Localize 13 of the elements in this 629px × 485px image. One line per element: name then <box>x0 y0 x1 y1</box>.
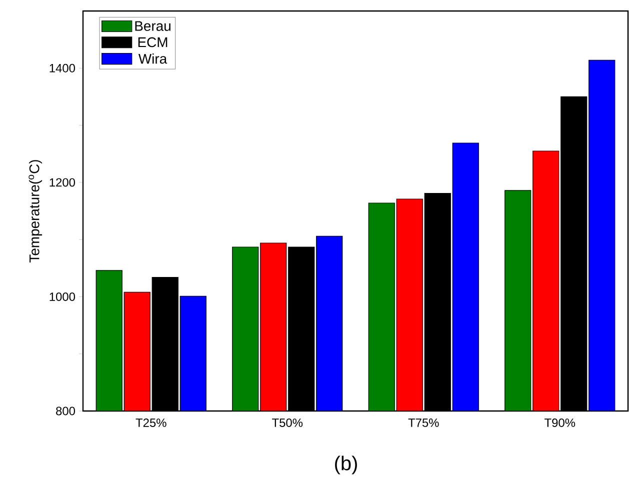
y-tick-label: 1200 <box>50 178 76 187</box>
x-tick-label: T25% <box>136 418 166 427</box>
y-tick-label: 800 <box>56 406 76 416</box>
y-axis-title: Temperature($^{o}$C) <box>28 160 42 262</box>
x-tick-label: T50% <box>272 418 303 427</box>
legend-label: Berau <box>135 21 170 31</box>
y-tick-label: 1000 <box>50 292 76 301</box>
legend-label: Wira <box>138 53 168 64</box>
x-tick-label: T75% <box>408 418 439 427</box>
x-tick-label: T90% <box>544 418 576 427</box>
text: (b) <box>335 456 357 474</box>
y-tick-label: 1400 <box>50 64 76 72</box>
legend-label: ECM <box>138 37 168 48</box>
